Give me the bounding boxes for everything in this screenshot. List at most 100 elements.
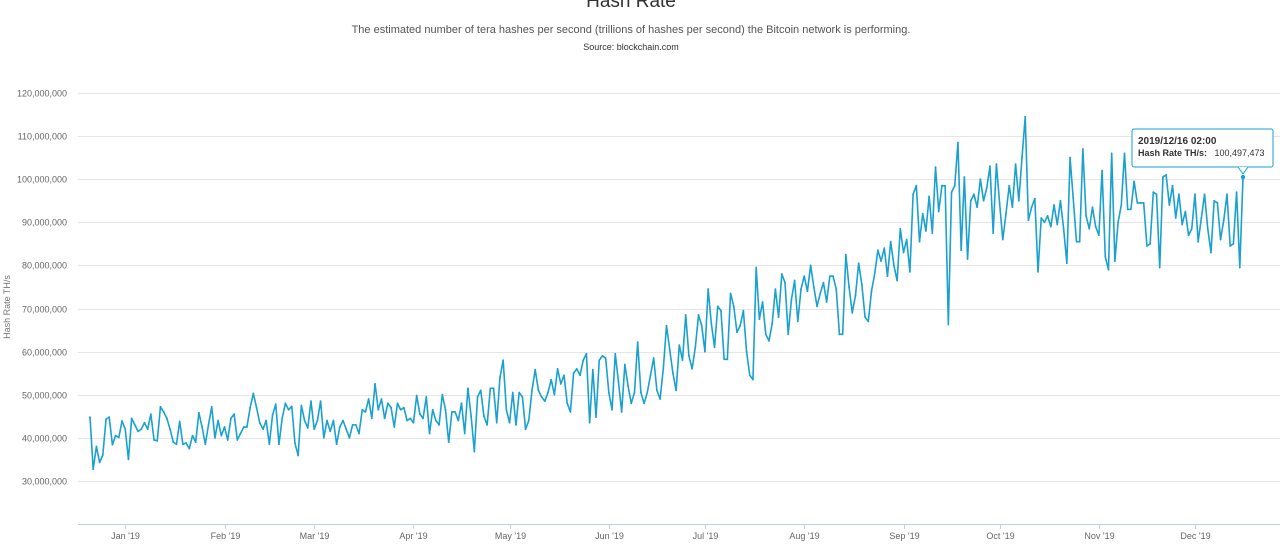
data-point <box>1178 193 1180 196</box>
data-point <box>1046 214 1049 217</box>
data-point <box>694 346 697 349</box>
data-point <box>1033 197 1036 200</box>
data-point <box>156 439 159 442</box>
data-point <box>162 411 165 413</box>
data-point <box>332 419 335 422</box>
data-point <box>588 421 591 424</box>
data-point <box>133 423 136 426</box>
data-point <box>447 441 450 444</box>
data-point <box>217 419 220 422</box>
data-point <box>265 419 268 422</box>
x-tick-label: Sep '19 <box>889 531 919 541</box>
data-point <box>508 421 511 424</box>
data-point <box>412 421 415 424</box>
data-point <box>928 195 931 198</box>
data-point <box>258 421 261 424</box>
data-point <box>742 309 745 312</box>
data-point <box>483 415 485 418</box>
data-point <box>848 286 850 288</box>
data-point <box>181 443 184 446</box>
chart-subtitle: The estimated number of tera hashes per … <box>351 24 911 36</box>
data-point <box>1081 148 1084 150</box>
data-point <box>92 468 95 471</box>
data-point <box>649 374 652 377</box>
data-point <box>1226 193 1228 196</box>
data-point <box>880 260 882 262</box>
data-point <box>518 391 521 394</box>
data-point <box>431 408 434 411</box>
data-point <box>95 445 98 448</box>
data-point <box>460 402 463 405</box>
data-point <box>812 286 815 288</box>
data-point <box>1174 217 1177 219</box>
data-point <box>598 359 601 362</box>
data-point <box>720 309 722 312</box>
data-point <box>214 436 216 439</box>
x-tick-label: Jul '19 <box>693 531 719 541</box>
data-point <box>960 249 963 252</box>
data-point <box>502 359 505 362</box>
data-point <box>476 395 479 398</box>
data-point <box>390 406 392 409</box>
data-point <box>1222 219 1225 222</box>
data-point <box>1069 156 1071 159</box>
tooltip-label: Hash Rate TH/s: <box>1138 148 1207 158</box>
data-point <box>995 163 998 166</box>
data-point <box>527 419 530 422</box>
data-point <box>1094 225 1097 228</box>
data-point <box>306 426 309 429</box>
data-point <box>976 206 979 209</box>
data-point <box>230 417 232 420</box>
data-point <box>931 232 934 234</box>
tooltip-value: 100,497,473 <box>1214 148 1264 158</box>
data-point <box>572 372 575 375</box>
data-point <box>201 426 204 428</box>
data-point <box>1113 260 1116 262</box>
data-point <box>300 404 303 407</box>
y-tick-label: 120,000,000 <box>17 89 67 99</box>
data-point <box>149 413 152 415</box>
data-point <box>755 266 758 269</box>
data-point <box>470 415 473 418</box>
data-point <box>982 199 985 202</box>
data-point <box>1017 199 1020 202</box>
data-point <box>1104 255 1107 258</box>
data-point <box>607 391 610 394</box>
x-tick-label: Oct '19 <box>986 531 1014 541</box>
data-point <box>383 417 386 420</box>
data-point <box>409 417 412 420</box>
data-point <box>963 176 966 178</box>
data-point <box>441 393 444 396</box>
chart-title: Hash Rate <box>586 0 676 12</box>
chart-source: Source: blockchain.com <box>583 42 679 52</box>
data-point <box>556 367 559 370</box>
highlighted-data-point[interactable] <box>1240 174 1246 180</box>
x-tick-label: Nov '19 <box>1084 531 1114 541</box>
tooltip-pointer <box>1237 166 1249 175</box>
hash-rate-series-line[interactable] <box>89 115 1244 471</box>
data-point <box>864 316 866 319</box>
data-point <box>361 408 364 411</box>
data-point <box>415 394 418 397</box>
x-tick-label: Feb '19 <box>211 531 241 541</box>
data-point <box>271 414 274 416</box>
data-point <box>444 408 447 411</box>
data-point <box>915 184 918 187</box>
data-point <box>793 279 796 282</box>
data-point <box>348 436 351 439</box>
data-point <box>274 403 277 406</box>
data-point <box>566 402 569 405</box>
data-point <box>563 374 565 377</box>
data-point <box>406 419 408 422</box>
data-point <box>553 393 556 396</box>
data-point <box>1149 242 1152 245</box>
data-point <box>854 294 857 297</box>
data-point <box>1014 163 1017 166</box>
data-point <box>729 292 732 295</box>
data-point <box>1101 169 1103 172</box>
data-point <box>790 298 793 301</box>
y-tick-label: 100,000,000 <box>17 175 67 185</box>
data-point <box>633 391 636 394</box>
data-point <box>559 383 562 385</box>
